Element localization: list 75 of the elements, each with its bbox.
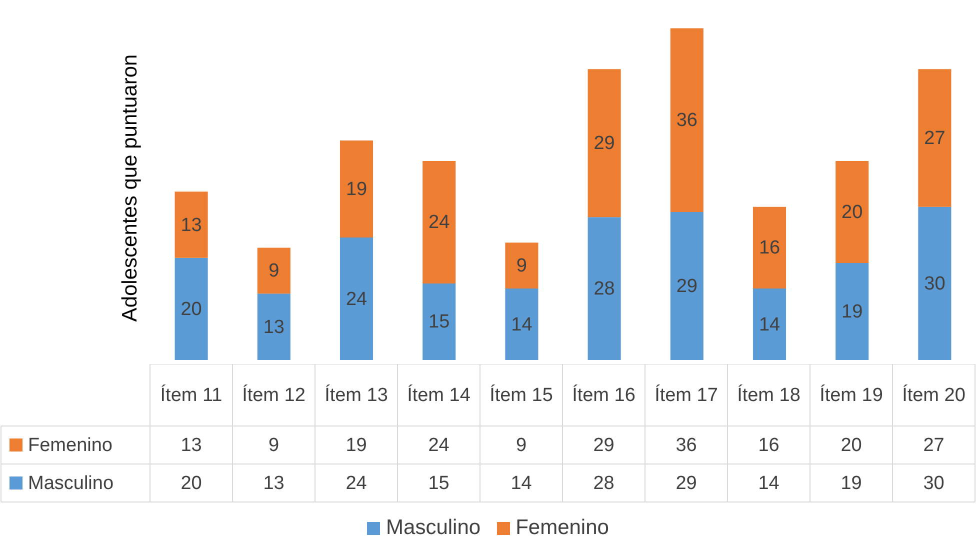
- data-label: 16: [758, 435, 780, 456]
- bar: [670, 212, 704, 360]
- data-label: 27: [923, 435, 944, 456]
- data-label: 29: [676, 276, 698, 297]
- category-label: Ítem 18: [737, 384, 800, 406]
- bar: [257, 248, 290, 294]
- bar: [752, 206, 786, 289]
- data-label: 29: [594, 133, 615, 154]
- data-label: 13: [180, 435, 202, 456]
- category-label: Ítem 15: [490, 384, 553, 406]
- bar: [174, 258, 208, 360]
- data-label: 24: [428, 435, 450, 456]
- data-label: 20: [180, 473, 202, 494]
- bar: [836, 160, 869, 264]
- bar: [670, 28, 704, 212]
- legend-label: Masculino: [385, 516, 481, 539]
- data-label: 14: [758, 314, 780, 336]
- data-label: 27: [924, 128, 946, 149]
- legend-label: Masculino: [28, 473, 114, 494]
- data-label: 19: [346, 179, 368, 200]
- data-label: 30: [923, 473, 944, 494]
- data-label: 24: [346, 473, 368, 494]
- y-axis-title: Adolescentes que puntuaron: [118, 54, 142, 322]
- data-label: 14: [511, 314, 533, 336]
- data-label: 9: [516, 256, 527, 277]
- bar: [918, 69, 952, 207]
- data-label: 28: [594, 278, 615, 300]
- data-label: 19: [346, 435, 367, 456]
- series-label: Femenino: [28, 435, 112, 456]
- data-label: 15: [428, 473, 450, 494]
- data-label: 20: [842, 202, 863, 223]
- data-label: 36: [676, 110, 698, 132]
- data-label: 9: [516, 435, 527, 456]
- bar: [340, 238, 374, 360]
- bar: [257, 294, 290, 360]
- data-label: 20: [840, 435, 862, 456]
- bar: [340, 140, 374, 238]
- category-label: Ítem 11: [160, 384, 222, 406]
- category-label: Ítem 14: [407, 384, 471, 406]
- data-label: 24: [346, 288, 368, 310]
- data-label: 9: [268, 435, 280, 456]
- data-label: 28: [593, 473, 614, 494]
- category-label: Ítem 20: [902, 384, 966, 406]
- bar: [836, 263, 869, 360]
- data-label: 19: [840, 473, 862, 494]
- data-label: 14: [510, 473, 532, 494]
- data-label: 14: [758, 473, 780, 494]
- category-label: Ítem 13: [324, 384, 388, 406]
- bar: [174, 192, 208, 258]
- category-label: Ítem 19: [820, 384, 883, 406]
- bar: [918, 206, 952, 360]
- category-label: Ítem 17: [654, 384, 718, 406]
- data-label: 19: [842, 302, 863, 323]
- bar: [422, 160, 456, 284]
- category-label: Ítem 12: [242, 384, 306, 406]
- data-label: 13: [263, 316, 284, 338]
- bar: [588, 217, 621, 360]
- data-label: 29: [593, 435, 614, 456]
- bar: [505, 242, 538, 289]
- data-label: 30: [924, 273, 946, 294]
- data-label: 9: [268, 260, 280, 282]
- category-label: Ítem 16: [572, 384, 636, 406]
- bar: [752, 288, 786, 360]
- data-label: 29: [676, 473, 697, 494]
- data-label: 15: [428, 312, 450, 333]
- data-label: 36: [676, 435, 697, 456]
- legend-label: Femenino: [514, 516, 609, 539]
- bar: [505, 288, 538, 360]
- data-label: 16: [758, 238, 780, 259]
- bar: [422, 283, 456, 360]
- data-label: 13: [180, 214, 202, 236]
- data-label: 13: [263, 473, 284, 494]
- data-label: 24: [428, 212, 450, 234]
- data-label: 20: [180, 298, 202, 320]
- bar: [588, 69, 621, 218]
